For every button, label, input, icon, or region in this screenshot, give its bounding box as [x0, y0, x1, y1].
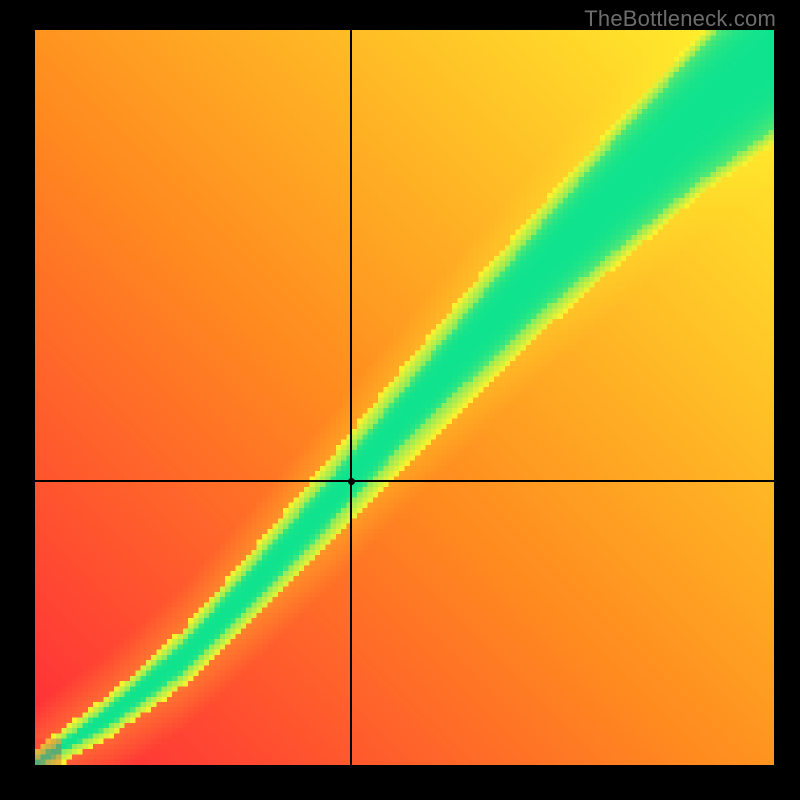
- crosshair-marker: [348, 478, 355, 485]
- chart-wrap: TheBottleneck.com: [0, 0, 800, 800]
- border-right: [774, 0, 800, 800]
- heatmap-canvas: [35, 30, 774, 765]
- crosshair-horizontal: [35, 480, 774, 482]
- crosshair-vertical: [350, 30, 352, 765]
- border-bottom: [0, 765, 800, 800]
- watermark-text: TheBottleneck.com: [584, 6, 776, 32]
